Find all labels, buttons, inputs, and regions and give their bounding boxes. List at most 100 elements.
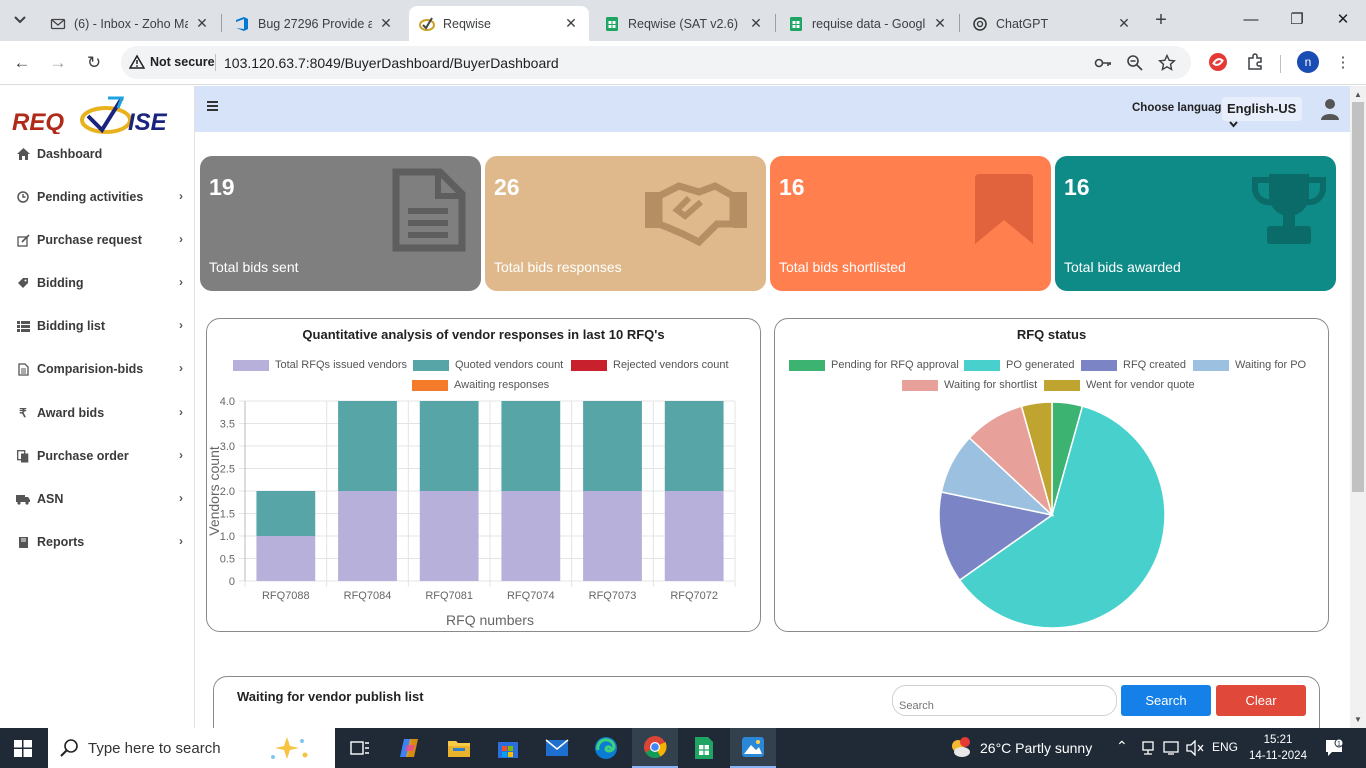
reqwise-logo[interactable]: REQ ISE [10, 94, 185, 134]
copilot-icon[interactable] [387, 728, 433, 768]
taskbar-search[interactable]: Type here to search [48, 728, 335, 768]
sidebar-item-bidding[interactable]: Bidding › [0, 268, 195, 298]
tab-close-icon[interactable]: ✕ [750, 15, 762, 31]
weather-icon[interactable] [948, 736, 972, 760]
scroll-up-icon[interactable]: ▲ [1354, 90, 1362, 99]
legend-item[interactable]: Awaiting responses [412, 379, 549, 391]
bar-segment[interactable] [501, 401, 561, 491]
legend-item[interactable]: PO generated [964, 359, 1075, 371]
sidebar-item-award-bids[interactable]: ₹ Award bids › [0, 398, 195, 428]
weather-text[interactable]: 26°C Partly sunny [980, 740, 1093, 756]
legend-item[interactable]: Waiting for PO [1193, 359, 1306, 371]
bar-segment[interactable] [501, 491, 561, 581]
restore-icon[interactable]: ❐ [1290, 11, 1304, 28]
tab-close-icon[interactable]: ✕ [380, 15, 392, 31]
url-text[interactable]: 103.120.63.7:8049/BuyerDashboard/BuyerDa… [224, 55, 559, 71]
bar-segment[interactable] [256, 491, 316, 536]
legend-item[interactable]: Waiting for shortlist [902, 379, 1037, 391]
bar-segment[interactable] [338, 491, 397, 581]
sidebar-item-purchase-request[interactable]: Purchase request › [0, 225, 195, 255]
taskbar-clock[interactable]: 15:21 14-11-2024 [1248, 732, 1308, 764]
pie-slice[interactable] [958, 405, 1166, 629]
bar-segment[interactable] [419, 491, 479, 581]
close-window-icon[interactable]: ✕ [1336, 11, 1350, 28]
address-bar[interactable]: Not secure 103.120.63.7:8049/BuyerDashbo… [121, 46, 1191, 79]
menu-toggle-icon[interactable] [207, 101, 218, 111]
windows-start-icon[interactable] [14, 740, 32, 757]
tab-close-icon[interactable]: ✕ [565, 15, 577, 31]
browser-tab-sheet-2[interactable]: requise data - Googl ✕ [778, 6, 958, 41]
network-icon[interactable] [1140, 740, 1156, 756]
stat-card-bids-shortlisted[interactable]: 16 Total bids shortlisted [770, 156, 1051, 291]
scroll-down-icon[interactable]: ▼ [1354, 715, 1362, 724]
legend-item[interactable]: Pending for RFQ approval [789, 359, 959, 371]
browser-menu-icon[interactable]: ⋮ [1335, 54, 1351, 71]
sidebar-item-bidding-list[interactable]: Bidding list › [0, 311, 195, 341]
zoom-icon[interactable] [1126, 54, 1144, 72]
excel-app-icon[interactable] [681, 728, 727, 768]
tab-search-icon[interactable] [8, 9, 32, 31]
tab-close-icon[interactable]: ✕ [934, 15, 946, 31]
minimize-icon[interactable]: — [1243, 11, 1259, 28]
search-input[interactable] [892, 685, 1117, 716]
stat-card-bids-responses[interactable]: 26 Total bids responses [485, 156, 766, 291]
bar-segment[interactable] [338, 401, 397, 491]
photos-app-icon[interactable] [730, 728, 776, 768]
stat-card-bids-awarded[interactable]: 16 Total bids awarded [1055, 156, 1336, 291]
browser-tab-chatgpt[interactable]: ChatGPT ✕ [962, 6, 1142, 41]
chrome-browser-icon[interactable] [632, 728, 678, 768]
bar-segment[interactable] [664, 401, 724, 491]
notifications-icon[interactable]: 1 [1324, 738, 1344, 758]
bookmark-star-icon[interactable] [1157, 53, 1177, 72]
user-icon[interactable] [1321, 98, 1339, 120]
page-scrollbar[interactable]: ▲ ▼ [1350, 86, 1366, 728]
mail-app-icon[interactable] [534, 728, 580, 768]
bar-segment[interactable] [583, 401, 642, 491]
edge-browser-icon[interactable] [583, 728, 629, 768]
profile-avatar[interactable]: n [1297, 51, 1319, 73]
legend-item[interactable]: Total RFQs issued vendors [233, 359, 407, 371]
security-indicator[interactable]: Not secure [129, 54, 215, 70]
extensions-puzzle-icon[interactable] [1245, 53, 1265, 73]
bar-segment[interactable] [256, 536, 316, 581]
forward-icon[interactable]: → [49, 53, 67, 72]
sidebar-item-comparision-bids[interactable]: Comparision-bids › [0, 354, 195, 384]
browser-tab-sheet-1[interactable]: Reqwise (SAT v2.6) Er ✕ [594, 6, 774, 41]
pie-slice[interactable] [938, 491, 1054, 582]
task-view-icon[interactable] [337, 728, 383, 768]
tab-close-icon[interactable]: ✕ [1118, 15, 1130, 31]
scroll-thumb[interactable] [1352, 102, 1364, 492]
password-key-icon[interactable] [1094, 54, 1112, 72]
sidebar-item-asn[interactable]: ASN › [0, 484, 195, 514]
browser-tab-bug[interactable]: Bug 27296 Provide a ✕ [224, 6, 404, 41]
pie-slice[interactable] [1020, 401, 1053, 516]
new-tab-icon[interactable]: + [1155, 9, 1167, 31]
legend-item[interactable]: Quoted vendors count [413, 359, 563, 371]
tab-close-icon[interactable]: ✕ [196, 15, 208, 31]
sidebar-item-purchase-order[interactable]: Purchase order › [0, 441, 195, 471]
legend-item[interactable]: Rejected vendors count [571, 359, 729, 371]
sidebar-item-dashboard[interactable]: Dashboard [0, 139, 195, 169]
speaker-muted-icon[interactable] [1186, 740, 1204, 756]
monitor-icon[interactable] [1163, 740, 1181, 756]
sidebar-item-pending-activities[interactable]: Pending activities › [0, 182, 195, 212]
browser-tab-reqwise[interactable]: Reqwise ✕ [409, 6, 589, 41]
legend-item[interactable]: RFQ created [1081, 359, 1186, 371]
extension-icon[interactable] [1208, 52, 1228, 72]
tray-expand-icon[interactable]: ⌃ [1116, 738, 1128, 754]
file-explorer-icon[interactable] [436, 728, 482, 768]
search-button[interactable]: Search [1121, 685, 1211, 716]
bar-segment[interactable] [419, 401, 479, 491]
back-icon[interactable]: ← [13, 53, 31, 72]
bar-segment[interactable] [664, 491, 724, 581]
sidebar-item-reports[interactable]: Reports › [0, 527, 195, 557]
reload-icon[interactable]: ↻ [86, 53, 102, 72]
language-select[interactable]: English-US [1222, 97, 1302, 128]
microsoft-store-icon[interactable] [485, 728, 531, 768]
browser-tab-zoho[interactable]: (6) - Inbox - Zoho Ma ✕ [40, 6, 220, 41]
input-language[interactable]: ENG [1212, 740, 1239, 754]
clear-button[interactable]: Clear [1216, 685, 1306, 716]
bar-segment[interactable] [583, 491, 642, 581]
stat-card-bids-sent[interactable]: 19 Total bids sent [200, 156, 481, 291]
legend-item[interactable]: Went for vendor quote [1044, 379, 1195, 391]
